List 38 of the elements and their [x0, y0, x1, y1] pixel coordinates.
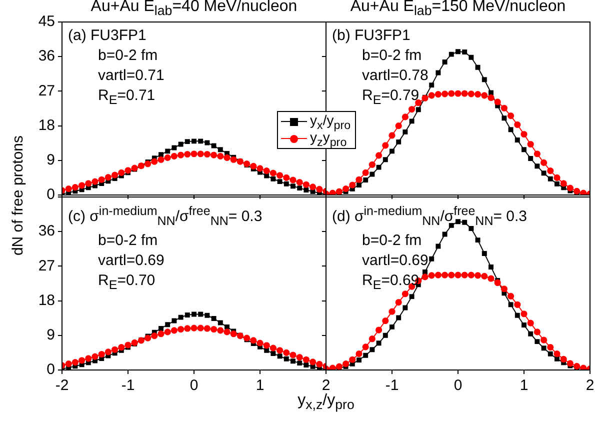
x-tick-label: 1 [520, 377, 528, 394]
x-tick-label: -2 [55, 377, 69, 394]
annotation: vartl=0.78 [361, 66, 428, 86]
x-tick-label: 2 [322, 377, 330, 394]
annotation: (d) σ$^{in-medium}$$_{NN}$/σ$^{free}$$_{NN}$= 0.3 [332, 203, 528, 230]
x-tick-label: 2 [586, 377, 594, 394]
annotation: vartl=0.69 [361, 251, 430, 271]
y-tick-label: 18 [38, 116, 55, 134]
y-tick-label: 9 [46, 326, 55, 344]
annotation: b=0-2 fm [97, 46, 159, 66]
annotation: b=0-2 fm [97, 231, 159, 251]
y-axis-title: dN of free protons [10, 134, 26, 258]
x-tick-label: 0 [190, 377, 198, 394]
annotation: (c) σ$^{in-medium}$$_{NN}$/σ$^{free}$$_{NN}$= 0.3 [68, 203, 262, 230]
x-tick-label: 0 [454, 377, 462, 394]
annotation: b=0-2 fm [361, 231, 423, 251]
annotation: R$_{E}$=0.71 [97, 86, 156, 109]
legend-label: y$_{x}$/y$_{pro}$ [310, 112, 351, 132]
x-tick-label: 1 [256, 377, 264, 394]
annotation: (a) FU3FP1 [68, 26, 148, 46]
y-tick-label: 18 [38, 292, 55, 309]
y-tick-label: 27 [38, 257, 55, 274]
annotation: vartl=0.71 [97, 66, 164, 86]
annotation: R$_{E}$=0.79 [361, 86, 420, 109]
x-tick-label: -1 [121, 377, 135, 394]
annotation: R$_{E}$=0.70 [97, 271, 156, 294]
x-axis-title: y$_{x,z}$/y$_{pro}$ [298, 392, 354, 412]
y-tick-label: 0 [46, 361, 55, 378]
y-tick-label: 27 [38, 82, 55, 100]
y-tick-label: 9 [46, 152, 55, 169]
annotation: (b) FU3FP1 [332, 26, 412, 46]
y-tick-label: 0 [46, 186, 55, 204]
y-tick-label: 45 [38, 13, 55, 30]
annotation: vartl=0.69 [97, 251, 166, 271]
x-tick-label: -1 [385, 377, 399, 394]
y-tick-label: 36 [38, 222, 55, 240]
annotation: b=0-2 fm [361, 46, 423, 66]
y-tick-label: 36 [38, 48, 55, 65]
